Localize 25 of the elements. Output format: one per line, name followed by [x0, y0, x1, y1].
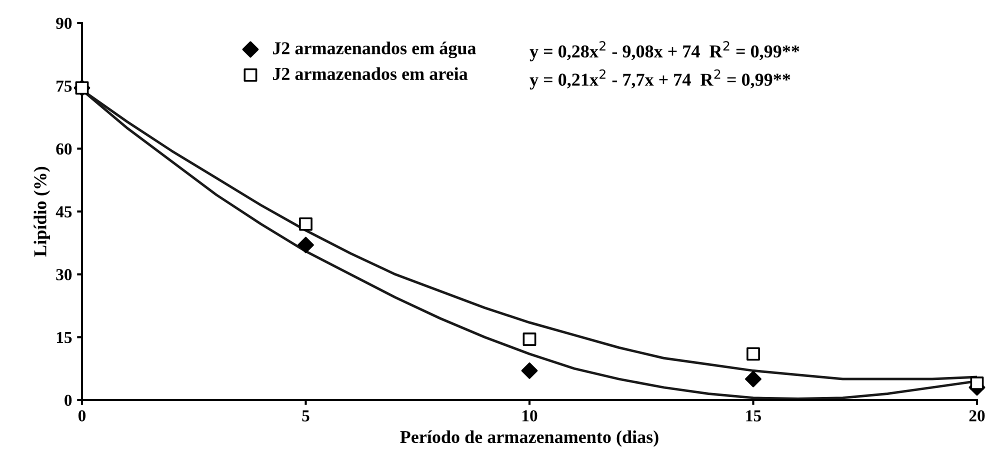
x-tick-label: 10	[522, 410, 538, 422]
y-tick-label: 75	[56, 80, 72, 92]
y-tick-label: 45	[56, 206, 72, 218]
x-tick-label: 0	[78, 410, 86, 422]
y-axis-title: Lipídio (%)	[34, 166, 50, 257]
x-tick-label: 15	[746, 410, 761, 422]
y-tick-label: 0	[64, 394, 72, 406]
x-tick-label: 20	[969, 410, 985, 422]
point	[746, 347, 760, 361]
point	[970, 376, 984, 390]
y-tick-label: 30	[56, 269, 72, 280]
point	[299, 217, 312, 231]
annotation: y = 0,28x$^{2}$ - 9,08x + 74 R$^{2}$ = 0,99**	[530, 41, 800, 62]
x-axis-title: Período de armazenamento (dias)	[400, 430, 658, 447]
point	[522, 332, 536, 346]
y-tick-label: 90	[56, 18, 72, 29]
point	[521, 362, 538, 379]
x-tick-label: 5	[302, 410, 310, 422]
y-tick-label: 60	[56, 143, 72, 155]
point	[298, 236, 314, 254]
point	[745, 370, 762, 388]
y-tick-label: 15	[56, 332, 72, 344]
annotation: y = 0,21x$^{2}$ - 7,7x + 74 R$^{2}$ = 0,99**	[530, 69, 790, 90]
legend-label: J2 armazenandos em água	[272, 42, 476, 58]
legend-label: J2 armazenados em areia	[272, 67, 468, 80]
